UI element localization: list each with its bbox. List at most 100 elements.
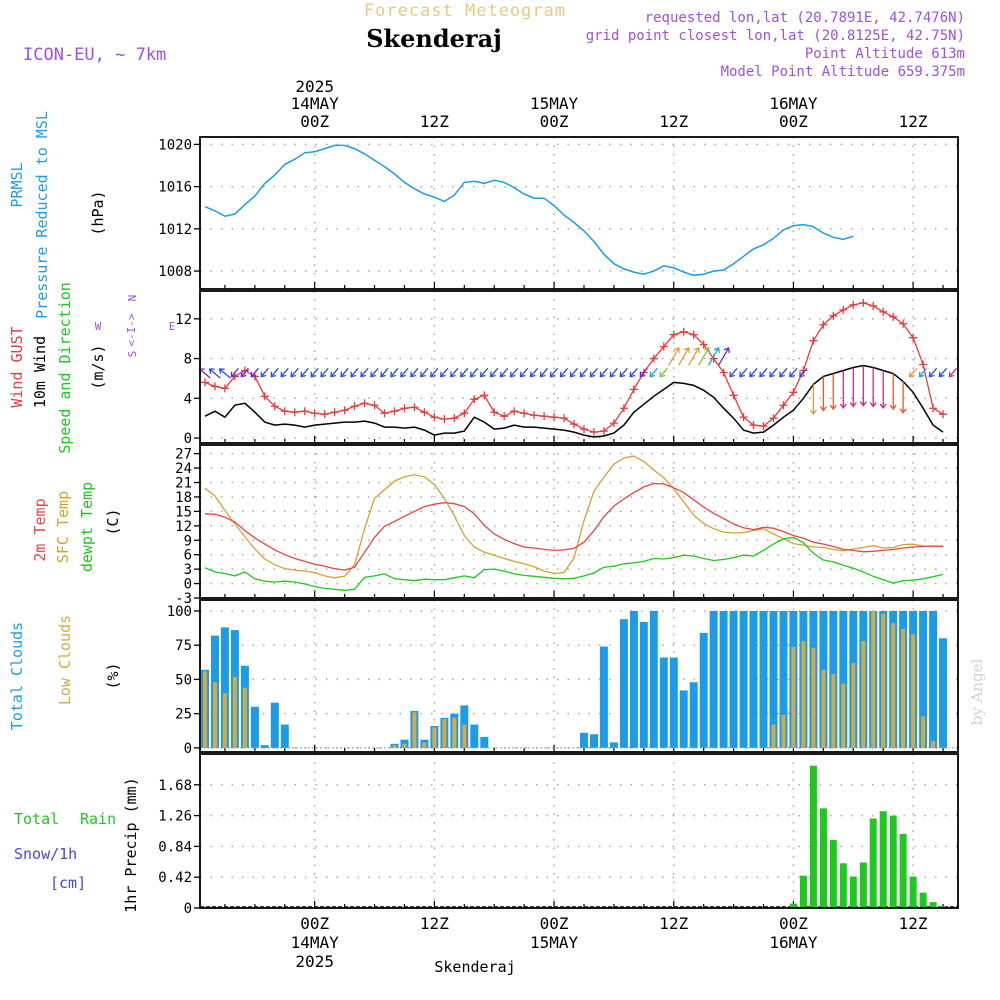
compass-e: E (169, 320, 176, 333)
model-name: ICON-EU, ~ 7km (23, 45, 166, 65)
wind-direction-arrow (559, 367, 569, 378)
time-label-top: 16MAY (769, 94, 818, 113)
wind-direction-arrow (879, 370, 887, 409)
y-tick-label: 0 (184, 577, 192, 593)
gust-marker (500, 412, 509, 421)
wind-direction-arrow (918, 367, 928, 378)
time-label-bottom: 15MAY (530, 933, 579, 952)
time-label-bottom: 2025 (295, 952, 334, 971)
y-tick-label: 6 (184, 548, 192, 564)
subtitle: Forecast Meteogram (364, 1, 566, 21)
wind-dir-legend: Speed and Direction (56, 282, 74, 454)
model-altitude: Model Point Altitude 659.375m (721, 64, 965, 80)
gust-marker (849, 300, 858, 309)
gust-marker (410, 403, 419, 412)
wind-direction-arrow (579, 367, 588, 378)
wind-direction-arrow (539, 367, 549, 378)
gust-marker (899, 319, 908, 328)
gust-marker (719, 368, 728, 377)
gust-marker (739, 413, 748, 422)
panel-frame (199, 599, 959, 753)
gust-marker (260, 392, 269, 401)
total-cloud-bar (639, 621, 648, 748)
low-cloud-bar (851, 663, 856, 748)
gust-marker (779, 401, 788, 410)
requested-coords: requested lon,lat (20.7891E, 42.7476N) (645, 10, 965, 26)
precip-legend-total: Total (14, 810, 59, 828)
wind-direction-arrow (519, 367, 529, 378)
gust-marker (420, 408, 429, 417)
time-label-top: 12Z (899, 112, 928, 131)
dewpt-line (204, 536, 944, 591)
gust-marker (649, 354, 658, 363)
gust-marker (570, 420, 579, 429)
gust-marker (619, 404, 628, 413)
wind-direction-arrow (708, 346, 720, 366)
gust-marker (929, 404, 938, 413)
wind-direction-arrow (460, 367, 469, 378)
wind-direction-arrow (489, 367, 499, 378)
low-cloud-bar (861, 641, 866, 748)
wind-direction-arrow (659, 367, 668, 378)
low-cloud-bar (881, 613, 886, 748)
low-cloud-bar (901, 628, 906, 748)
low-cloud-bar (771, 724, 776, 748)
gust-marker (440, 415, 449, 424)
gust-marker (809, 336, 818, 345)
wind-direction-arrow (198, 368, 211, 379)
y-tick-label: 9 (184, 533, 192, 549)
low-cloud-bar (781, 715, 786, 748)
wind-direction-arrow (849, 367, 857, 408)
total-cloud-bar (649, 611, 658, 748)
precip-bar (929, 902, 937, 908)
precip-bar (849, 876, 857, 908)
wind-direction-arrow (529, 367, 539, 378)
wind-direction-arrow (479, 367, 489, 378)
gust-marker (729, 391, 738, 400)
time-label-top: 00Z (540, 112, 569, 131)
total-cloud-bar (929, 611, 938, 748)
gust-marker (310, 409, 319, 418)
time-label-bottom: 16MAY (769, 933, 818, 952)
wind-direction-arrow (380, 367, 389, 378)
precip-bar (799, 875, 807, 908)
gust-marker (320, 410, 329, 419)
total-cloud-bar (719, 611, 728, 748)
total-cloud-bar (739, 611, 748, 748)
wind-direction-arrow (609, 367, 618, 378)
wind-direction-arrow (899, 381, 907, 414)
total-cloud-bar (759, 611, 768, 748)
gust-marker (430, 413, 439, 422)
wind-legend: 10m Wind (31, 336, 49, 408)
y-tick-label: 1.26 (158, 809, 192, 825)
y-tick-label: 75 (175, 638, 192, 654)
wind-direction-arrow (649, 367, 658, 378)
wind-direction-arrow (240, 367, 249, 378)
wind-direction-arrow (270, 367, 279, 378)
pressure-legend-2: Pressure Reduced to MSL (33, 111, 51, 319)
compass-arrow: <-I-> (125, 313, 138, 346)
gust-marker (360, 399, 369, 408)
total-cloud-bar (220, 627, 229, 748)
gust-marker (939, 410, 948, 419)
wind-direction-arrow (829, 373, 837, 411)
low-cloud-bar (442, 719, 447, 748)
credit-text: by Angel (968, 658, 986, 725)
wind-direction-arrow (230, 367, 239, 378)
time-label-bottom: 14MAY (291, 933, 340, 952)
y-tick-label: -3 (175, 591, 192, 607)
wind-direction-arrow (908, 367, 918, 378)
time-label-bottom: 00Z (540, 914, 569, 933)
time-label-bottom: 12Z (659, 914, 688, 933)
gust-marker (280, 407, 289, 416)
total-cloud-bar (749, 611, 758, 748)
gridpoint-coords: grid point closest lon,lat (20.8125E, 42… (586, 28, 965, 44)
gust-marker (390, 407, 399, 416)
gust-marker (300, 407, 309, 416)
total-cloud-bar (729, 611, 738, 748)
wind-direction-arrow (809, 384, 817, 416)
precip-bar (879, 811, 887, 908)
y-tick-label: 50 (175, 672, 192, 688)
wind-direction-arrow (420, 367, 429, 378)
wind-direction-arrow (509, 367, 519, 378)
